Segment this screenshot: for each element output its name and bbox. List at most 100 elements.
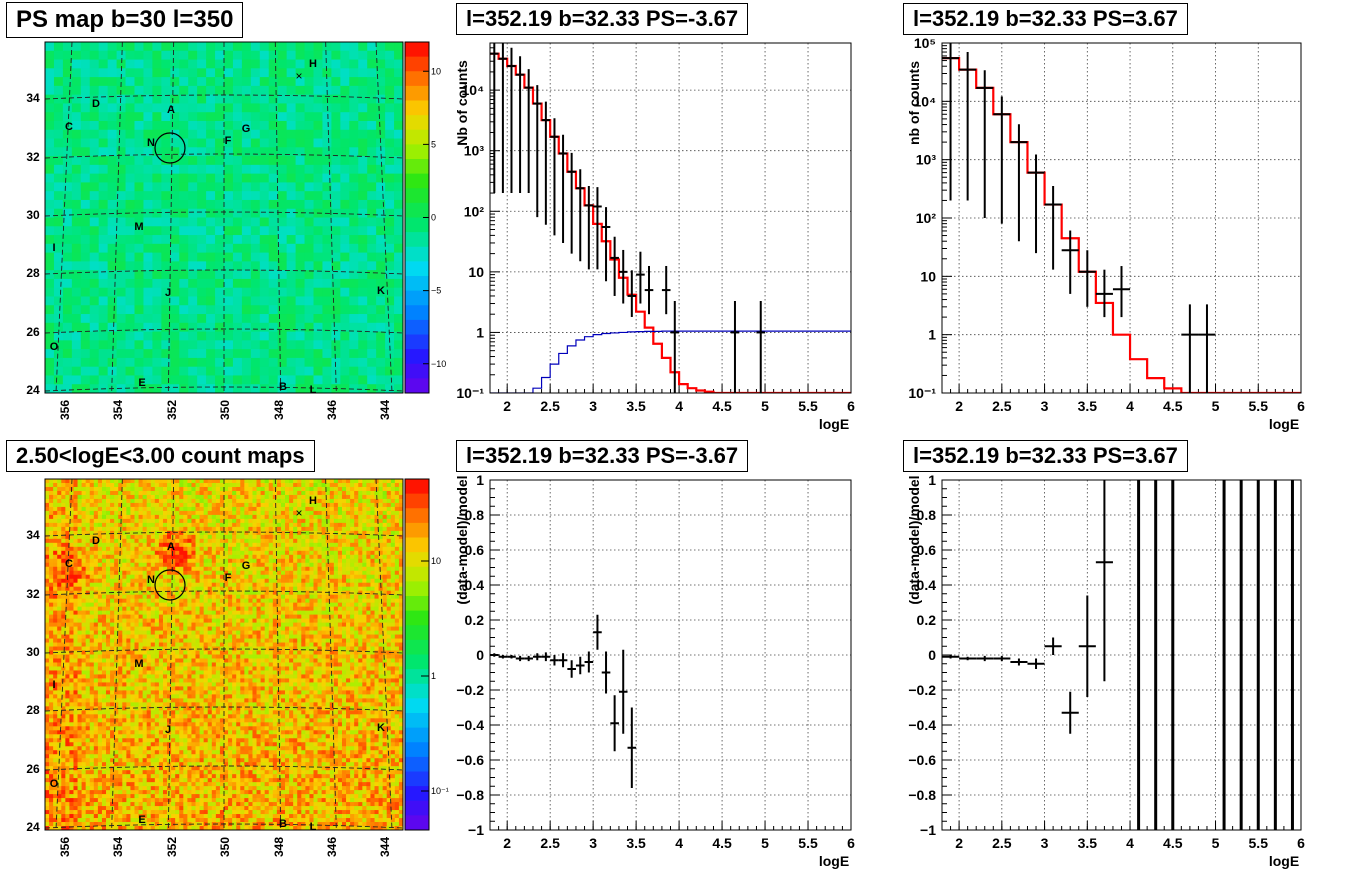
x-tick-label: 4 [675,398,683,414]
data-point [1061,691,1079,734]
bottom-map-title: 2.50<logE<3.00 count maps [6,440,315,472]
data-point [567,152,576,254]
latitude-label: 30 [26,208,40,222]
longitude-gridline [375,42,393,393]
colorbar-label: −10 [431,359,446,369]
longitude-label: 344 [378,400,392,420]
latitude-label: 24 [26,820,40,834]
data-point [993,655,1011,662]
longitude-label: 354 [111,400,125,420]
source-label-D: D [92,535,100,547]
x-tick-label: 4.5 [712,398,732,414]
data-point [610,695,619,752]
data-point [507,655,516,659]
data-point [976,655,994,662]
source-label-F: F [225,572,232,584]
ps-map: H D A C N FG M I J K O E B L × 34 32 30 28 26 24 356 354 352 350… [26,41,446,420]
data-point [490,653,499,657]
longitude-label: 348 [272,837,286,857]
series-line-1 [490,52,851,393]
data-point [532,85,542,218]
y-tick-label: 1 [476,472,484,488]
source-label-B: B [279,381,287,393]
series-group [490,43,851,393]
colorbar-label: −5 [431,286,441,296]
source-label-D: D [92,98,100,110]
longitude-gridline [167,479,175,830]
source-circle [154,132,186,164]
x-tick-label: 3.5 [1078,835,1098,851]
x-tick-label: 2.5 [540,835,560,851]
y-tick-label: 10² [916,210,937,226]
y-tick-label: 0 [928,647,936,663]
x-tick-label: 3 [589,835,597,851]
map-frame [44,41,404,394]
longitude-label: 352 [165,400,179,420]
x-tick-label: 5.5 [798,398,818,414]
x-tick-label: 4 [675,835,683,851]
x-tick-label: 2 [955,835,963,851]
data-point [1095,480,1113,682]
y-tick-label: −0.6 [908,752,936,768]
x-axis-label: logE [1269,853,1299,869]
x-tick-label: 4 [1126,398,1134,414]
latitude-gridline [45,765,403,771]
y-tick-label: −0.6 [456,752,484,768]
y-axis-label: (data-model)/model [906,475,922,604]
longitude-gridline [111,479,123,830]
data-point [541,101,551,225]
x-tick-label: 5.5 [1249,835,1269,851]
data-point [993,96,1011,224]
source-label-L: L [310,821,317,833]
y-tick-label: 10² [464,203,485,219]
x-tick-label: 2.5 [992,835,1012,851]
x-tick-label: 3 [589,398,597,414]
x-tick-label: 3 [1041,835,1049,851]
series-line-1 [942,57,1301,393]
series-line-2 [490,330,851,393]
x-tick-label: 2 [503,398,511,414]
y-tick-label: 10⁻¹ [456,385,484,401]
source-label-A: A [167,541,175,553]
y-tick-label: 0.8 [465,507,485,523]
data-point [959,51,977,201]
data-point [498,655,508,659]
data-point [558,134,568,243]
map-pixels [45,42,403,393]
x-tick-label: 5 [761,398,769,414]
data-point [1027,154,1045,254]
chart-3-title: l=352.19 b=32.33 PS=-3.67 [456,440,749,472]
data-point [942,655,960,659]
colorbar-label: 1 [431,671,436,681]
source-label-H: H [309,495,317,507]
y-tick-label: 10⁴ [462,82,485,98]
latitude-label: 32 [26,587,40,601]
data-point [558,653,568,668]
longitude-label: 346 [325,400,339,420]
data-point [618,649,628,734]
y-axis-label: nb of counts [906,61,922,145]
x-tick-label: 4.5 [712,835,732,851]
x-tick-label: 3.5 [626,398,646,414]
y-tick-label: −0.2 [456,682,484,698]
latitude-label: 34 [26,91,40,105]
data-point [670,301,680,393]
colorbar-label: 10 [431,556,441,566]
x-tick-label: 6 [847,398,855,414]
x-tick-label: 2.5 [540,398,560,414]
source-label-E: E [138,377,145,389]
y-tick-label: 10⁻¹ [908,385,936,401]
data-point [730,301,740,393]
latitude-label: 26 [26,762,40,776]
source-label-N: N [147,137,155,149]
data-point [550,118,559,236]
data-point [1061,230,1079,294]
colorbar-label: 10 [431,66,441,76]
plot-frame [489,479,852,831]
longitude-label: 350 [218,837,232,857]
data-point [593,187,602,270]
x-tick-label: 2 [503,835,511,851]
x-tick-label: 5.5 [1249,398,1269,414]
data-point [976,70,994,218]
data-point [627,270,637,317]
